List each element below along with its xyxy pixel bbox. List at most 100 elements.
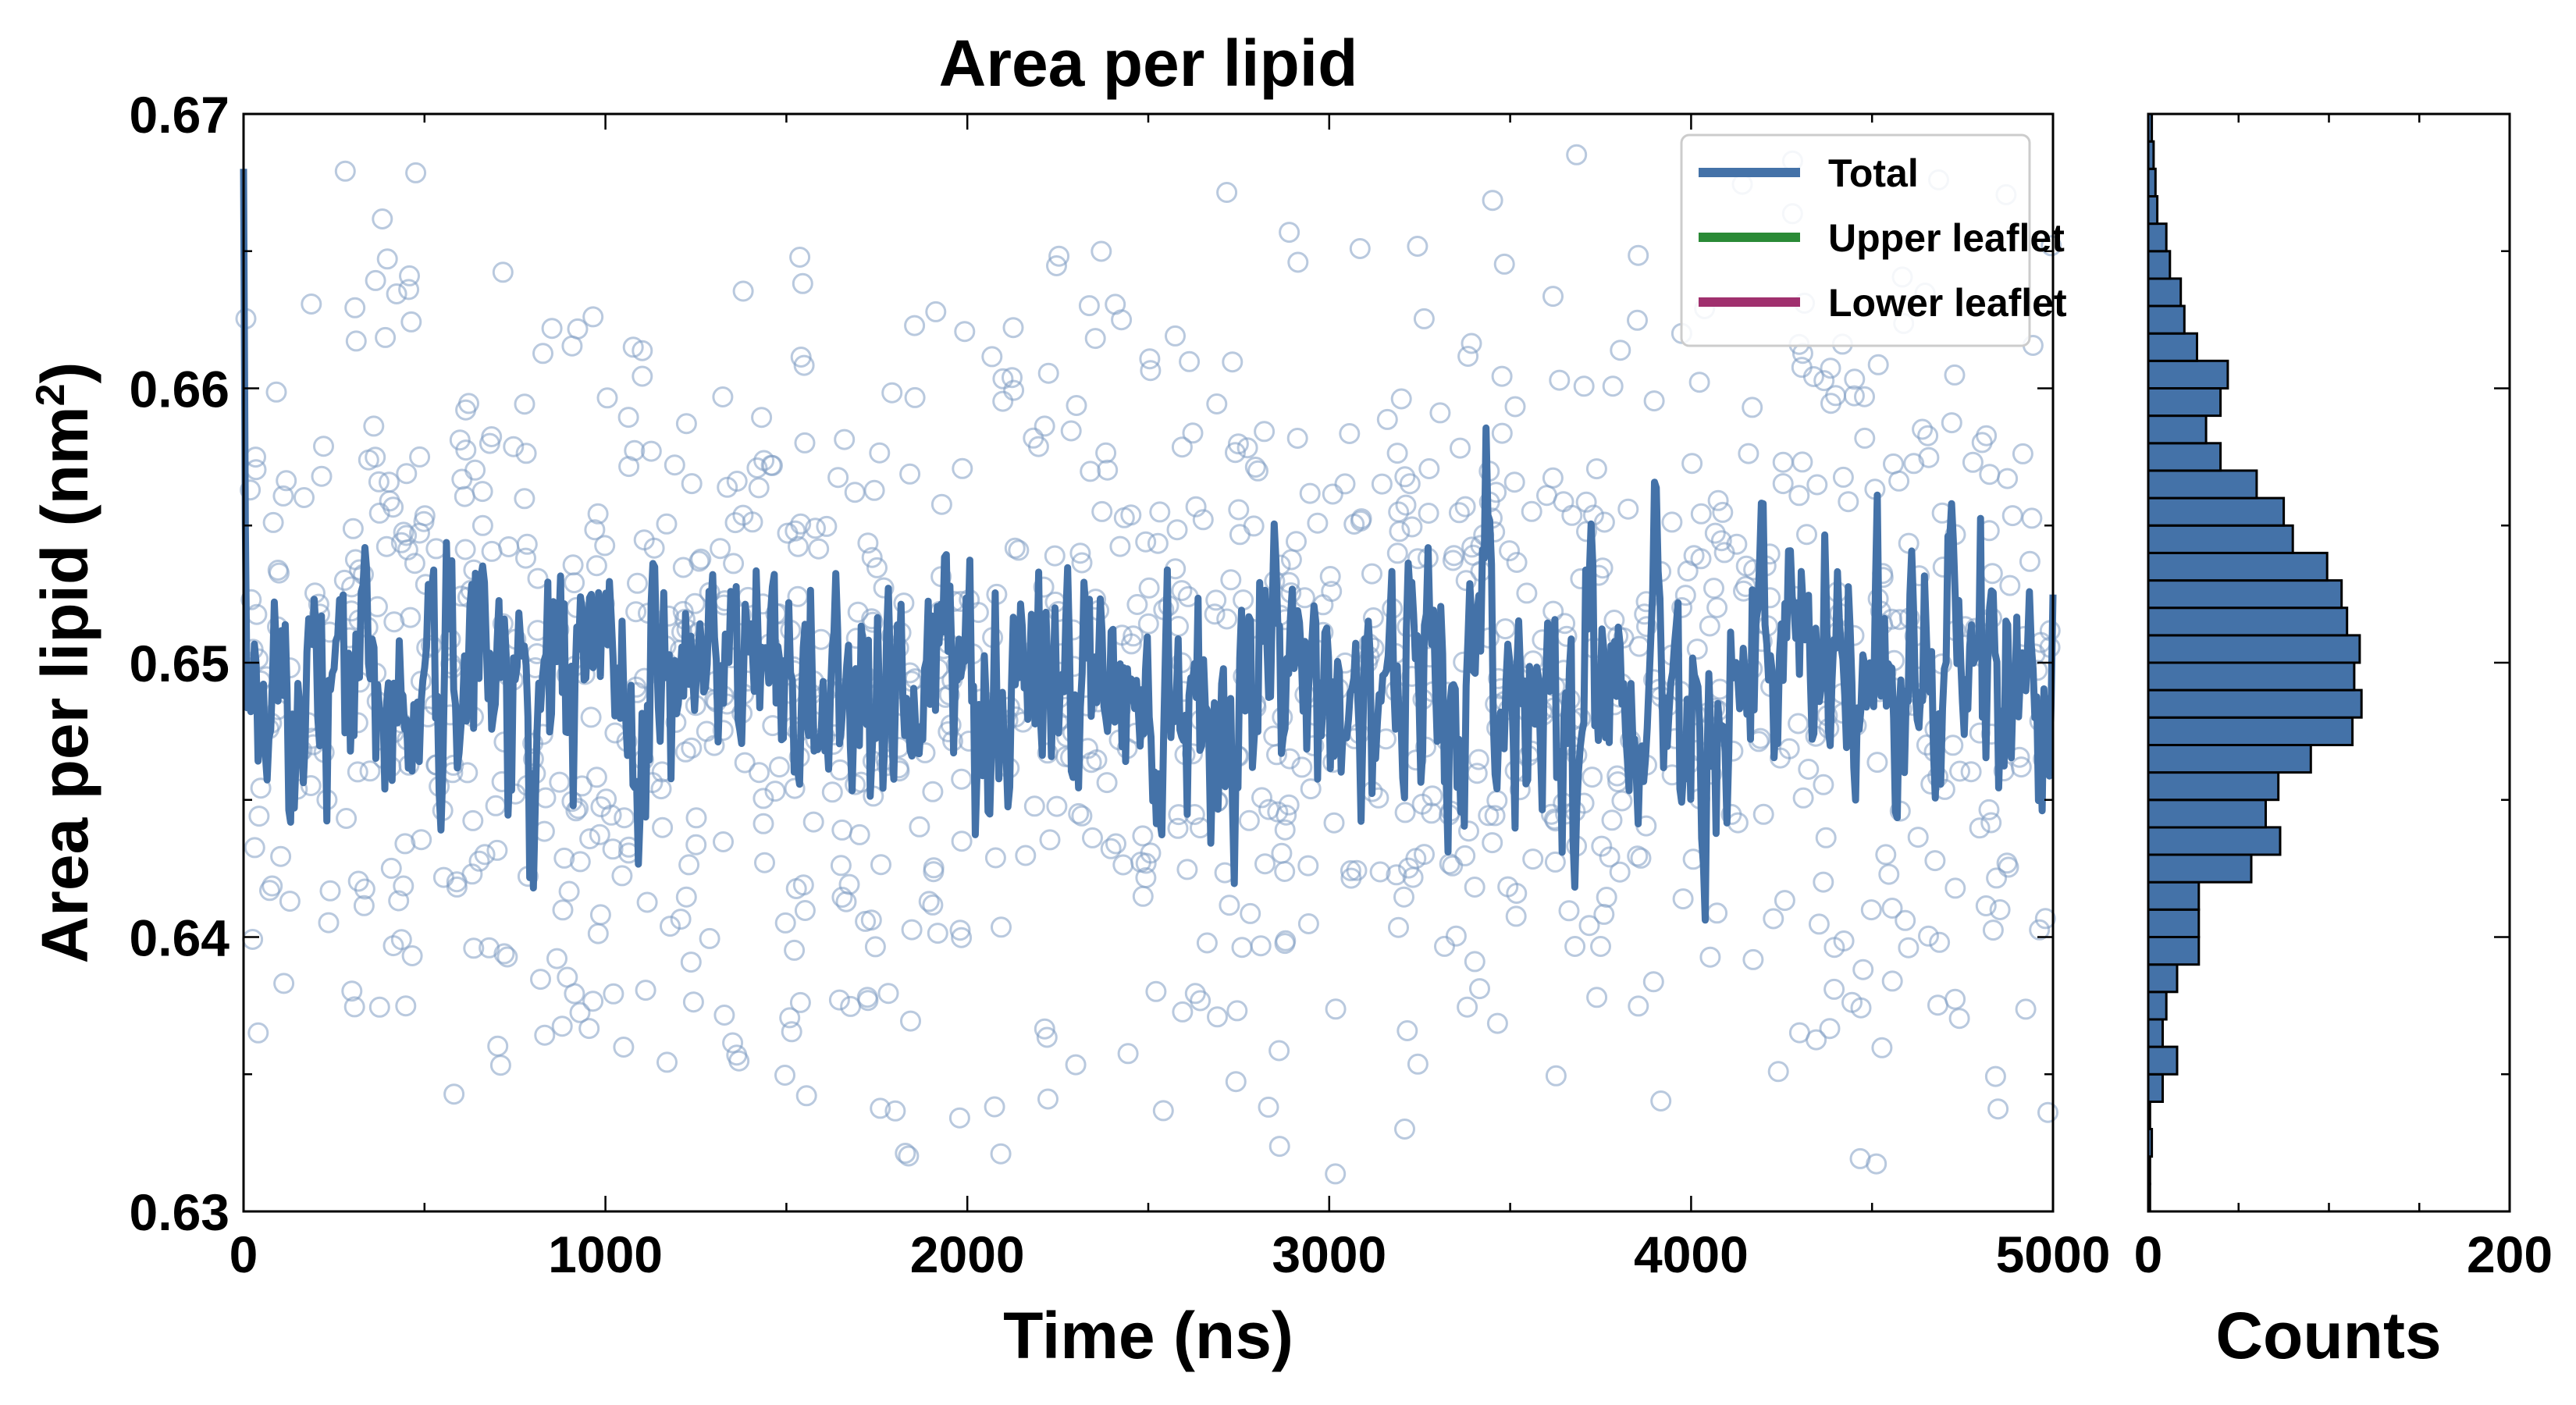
scatter-point [1866,752,1888,774]
scatter-point [754,852,775,873]
scatter-point [1516,582,1538,604]
scatter-point [992,368,1014,389]
scatter-point [446,871,468,893]
scatter-point [1297,913,1319,934]
scatter-point [1881,898,1903,919]
scatter-point [1300,778,1322,800]
scatter-point [762,454,783,476]
scatter-point [923,861,945,883]
scatter-point [611,865,633,887]
scatter-point [1941,412,1962,434]
scatter-point [1704,522,1726,544]
scatter-point [1225,1071,1247,1093]
scatter-point [1082,827,1103,848]
scatter-point [388,890,410,912]
scatter-point [1275,930,1297,951]
scatter-point [699,927,720,949]
histogram-bar [2147,853,2253,884]
scatter-point [1113,507,1135,528]
y-axis-label: Area per lipid (nm2) [28,361,101,963]
scatter-point [1706,597,1728,618]
scatter-point [363,415,385,437]
scatter-point [1206,393,1228,414]
histogram-bar [2147,963,2179,994]
legend-label-lower-leaflet: Lower leaflet [1828,281,2067,325]
scatter-point [1726,533,1748,555]
scatter-point [1690,548,1712,570]
scatter-point [816,515,838,537]
scatter-point [1627,845,1649,867]
scatter-point [1971,432,1993,454]
scatter-point [938,721,959,742]
scatter-point [562,554,584,576]
scatter-point [1140,360,1162,382]
scatter-point [1386,542,1408,564]
scatter-point [1002,367,1023,389]
scatter-point [1091,240,1112,262]
scatter-point [1039,829,1061,851]
histogram-bar [2147,799,2267,829]
scatter-point [1287,251,1309,273]
scatter-point [1388,916,1409,938]
scatter-point [857,532,879,554]
scatter-point [276,470,297,492]
scatter-point [1566,144,1588,165]
scatter-point [613,1037,635,1058]
scatter-point [1875,844,1897,866]
scatter-point [496,946,518,968]
y-axis-label-superscript: 2 [28,383,73,406]
scatter-point [503,436,525,457]
scatter-point [723,553,745,574]
scatter-point [1084,328,1106,350]
scatter-point [1216,608,1238,630]
scatter-point [1147,532,1169,554]
scatter-point [870,1097,891,1119]
scatter-point [1361,563,1382,585]
scatter-point [1944,364,1966,386]
scatter-point [1071,805,1093,827]
scatter-point [1231,937,1253,959]
scatter-point [1036,1026,1058,1048]
scatter-point [1111,309,1133,331]
scatter-point [794,900,816,921]
x-tick-label: 5000 [1996,1225,2111,1283]
histogram-bar [2147,496,2286,527]
scatter-point [1504,396,1526,418]
scatter-point [1521,500,1542,522]
scatter-point [1912,418,1934,440]
scatter-point [1591,835,1613,857]
scatter-point [587,503,609,525]
scatter-point [680,951,702,973]
scatter-point [1982,919,2004,941]
scatter-point [1060,420,1082,442]
scatter-point [1034,415,1055,437]
scatter-point [553,847,575,869]
scatter-point [600,804,622,826]
scatter-point [589,904,611,926]
x-tick-label: 1000 [548,1225,663,1283]
scatter-point [764,781,786,802]
scatter-point [1434,935,1455,957]
scatter-point [1929,931,1951,953]
scatter-point [1788,485,1810,507]
scatter-point [1343,514,1365,535]
scatter-point [498,536,520,557]
scatter-point [1238,809,1260,831]
scatter-point [1227,433,1249,455]
scatter-point [1494,618,1516,640]
histogram-bar [2147,716,2354,746]
scatter-point [1542,286,1564,308]
scatter-point [1204,603,1226,625]
histogram-x-axis-label: Counts [2215,1299,2441,1372]
scatter-point [396,463,418,485]
scatter-point [1878,863,1900,885]
scatter-point [828,989,850,1011]
scatter-point [1883,453,1904,475]
scatter-point [446,876,468,898]
histogram-bar [2147,688,2363,719]
scatter-point [831,887,853,908]
scatter-point [1464,951,1485,973]
scatter-point [1171,580,1193,602]
scatter-point [1806,474,1828,496]
y-tick-label: 0.63 [130,1183,229,1241]
